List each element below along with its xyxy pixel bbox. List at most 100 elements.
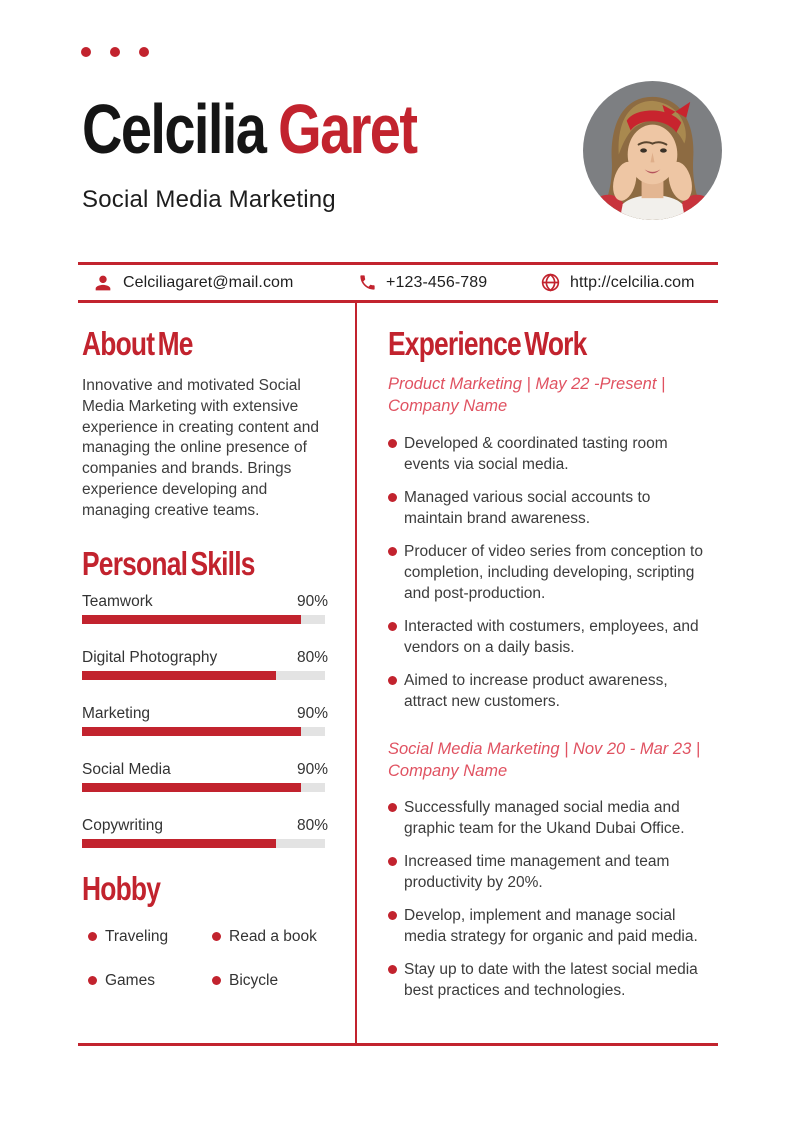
bullet-dot-icon (388, 547, 397, 556)
job-bullet-list: Developed & coordinated tasting room eve… (388, 433, 710, 712)
dot-icon (81, 47, 91, 57)
bullet-dot-icon (388, 803, 397, 812)
hobby-item: Read a book (212, 927, 328, 947)
bullet-text: Stay up to date with the latest social m… (404, 961, 698, 999)
right-column: Experience Work Product Marketing | May … (388, 303, 710, 1013)
globe-icon (541, 273, 560, 292)
skill-row: Social Media 90% (82, 760, 328, 792)
bullet-dot-icon (388, 676, 397, 685)
skill-label: Digital Photography (82, 648, 218, 666)
skill-bar-track (82, 670, 325, 680)
left-column: About Me Innovative and motivated Social… (82, 303, 328, 991)
decorative-dots (81, 47, 149, 57)
skill-percent: 90% (296, 704, 328, 722)
skill-bar-track (82, 782, 325, 792)
job-title-subtitle: Social Media Marketing (82, 186, 336, 213)
header: Celcilia Garet Social Media Marketing (82, 94, 500, 214)
skill-bar-fill (82, 838, 277, 848)
column-divider (355, 303, 357, 1043)
skill-percent: 80% (296, 648, 328, 666)
bullet-text: Developed & coordinated tasting room eve… (404, 435, 668, 473)
dot-icon (110, 47, 120, 57)
about-text: Innovative and motivated Social Media Ma… (82, 377, 319, 519)
hobby-label: Traveling (105, 927, 169, 945)
bullet-dot-icon (388, 911, 397, 920)
bullet-item: Successfully managed social media and gr… (388, 797, 710, 839)
bullet-item: Aimed to increase product awareness, att… (388, 670, 710, 712)
job-header-line2: Company Name (388, 762, 508, 780)
hobby-label: Games (105, 971, 155, 989)
skill-bar-track (82, 614, 325, 624)
skill-row: Marketing 90% (82, 704, 328, 736)
skill-percent: 90% (296, 592, 328, 610)
skill-label: Social Media (82, 760, 171, 778)
job-header-line1: Product Marketing | May 22 -Present | (388, 375, 666, 393)
dot-icon (139, 47, 149, 57)
hobby-heading: Hobby (82, 869, 161, 907)
bullet-item: Developed & coordinated tasting room eve… (388, 433, 710, 475)
job-header: Product Marketing | May 22 -Present | Co… (388, 373, 710, 417)
bullet-item: Stay up to date with the latest social m… (388, 959, 710, 1001)
bullet-text: Aimed to increase product awareness, att… (404, 672, 668, 710)
contact-bar: Celciliagaret@mail.com +123-456-789 http… (78, 262, 718, 303)
skill-row: Digital Photography 80% (82, 648, 328, 680)
first-name: Celcilia (82, 90, 267, 168)
job-header-line1: Social Media Marketing | Nov 20 - Mar 23… (388, 740, 701, 758)
skill-bar-fill (82, 782, 301, 792)
bullet-item: Managed various social accounts to maint… (388, 487, 710, 529)
last-name: Garet (278, 90, 418, 168)
bullet-dot-icon (88, 975, 97, 985)
skill-label: Copywriting (82, 816, 163, 834)
bullet-text: Interacted with costumers, employees, an… (404, 618, 699, 656)
bullet-text: Successfully managed social media and gr… (404, 799, 685, 837)
skill-label: Teamwork (82, 592, 153, 610)
hobby-label: Bicycle (229, 971, 279, 989)
email-text: Celciliagaret@mail.com (123, 273, 294, 291)
hobby-item: Games (88, 971, 212, 991)
skill-bar-track (82, 838, 325, 848)
bullet-dot-icon (388, 622, 397, 631)
bottom-rule (78, 1043, 718, 1046)
contact-phone: +123-456-789 (358, 265, 487, 300)
bullet-dot-icon (212, 931, 221, 941)
bullet-item: Develop, implement and manage social med… (388, 905, 710, 947)
hobby-item: Bicycle (212, 971, 328, 991)
bullet-dot-icon (388, 439, 397, 448)
bullet-dot-icon (88, 931, 97, 941)
hobby-label: Read a book (229, 927, 317, 945)
skill-label: Marketing (82, 704, 151, 722)
skill-bar-track (82, 726, 325, 736)
contact-website: http://celcilia.com (540, 265, 695, 300)
bullet-text: Increased time management and team produ… (404, 853, 670, 891)
bullet-item: Increased time management and team produ… (388, 851, 710, 893)
phone-text: +123-456-789 (386, 273, 488, 291)
skill-row: Teamwork 90% (82, 592, 328, 624)
bullet-text: Managed various social accounts to maint… (404, 489, 651, 527)
about-heading: About Me (82, 325, 193, 362)
skill-percent: 90% (296, 760, 328, 778)
contact-email: Celciliagaret@mail.com (92, 265, 294, 300)
job-header: Social Media Marketing | Nov 20 - Mar 23… (388, 738, 710, 782)
skill-percent: 80% (296, 816, 328, 834)
job-bullet-list: Successfully managed social media and gr… (388, 797, 710, 1001)
job-header-line2: Company Name (388, 397, 508, 415)
person-icon (95, 275, 111, 290)
skill-row: Copywriting 80% (82, 816, 328, 848)
bullet-item: Producer of video series from conception… (388, 541, 710, 604)
skill-bar-fill (82, 614, 301, 624)
skill-bar-fill (82, 670, 277, 680)
bullet-dot-icon (388, 493, 397, 502)
bullet-dot-icon (212, 975, 221, 985)
experience-heading: Experience Work (388, 325, 587, 362)
hobby-item: Traveling (88, 927, 212, 947)
avatar-illustration (583, 81, 722, 220)
hobby-list: Traveling Read a book Games Bicycle (88, 927, 328, 991)
phone-icon (360, 275, 375, 290)
bullet-text: Develop, implement and manage social med… (404, 907, 698, 945)
bullet-item: Interacted with costumers, employees, an… (388, 616, 710, 658)
bullet-dot-icon (388, 857, 397, 866)
website-text: http://celcilia.com (570, 273, 695, 291)
skill-bar-fill (82, 726, 301, 736)
person-name: Celcilia Garet (82, 94, 418, 164)
